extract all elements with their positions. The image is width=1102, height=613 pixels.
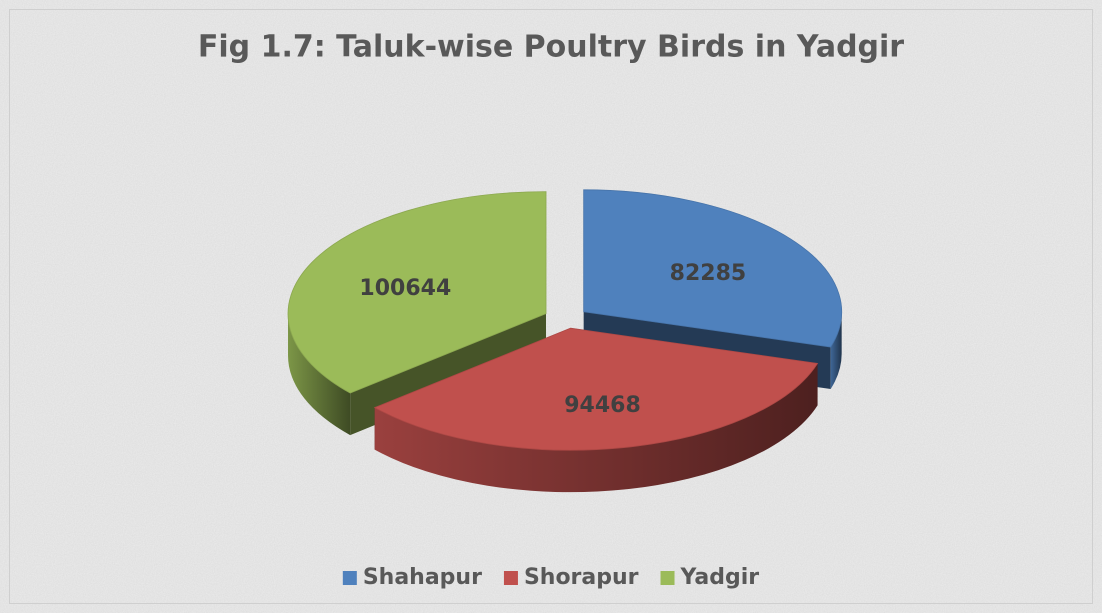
- legend-swatch: [660, 571, 675, 585]
- data-label: 100644: [359, 276, 451, 301]
- slice-top: [287, 191, 547, 394]
- legend-swatch: [503, 571, 518, 585]
- slice-side: [830, 311, 842, 390]
- slice-side: [374, 363, 818, 493]
- slice: [373, 327, 819, 493]
- legend-swatch: [342, 571, 357, 585]
- legend: Shahapur Shorapur Yadgir: [342, 565, 760, 590]
- legend-label: Shorapur: [524, 565, 639, 590]
- legend-label: Shahapur: [363, 565, 482, 590]
- chart-title: Fig 1.7: Taluk-wise Poultry Birds in Yad…: [198, 30, 904, 65]
- slice-top: [583, 189, 843, 348]
- slice-top: [373, 327, 819, 451]
- data-label: 94468: [564, 393, 641, 418]
- slice-side: [288, 313, 351, 436]
- data-label: 82285: [670, 261, 747, 286]
- legend-label: Yadgir: [680, 565, 760, 590]
- chart-border: [9, 9, 1093, 604]
